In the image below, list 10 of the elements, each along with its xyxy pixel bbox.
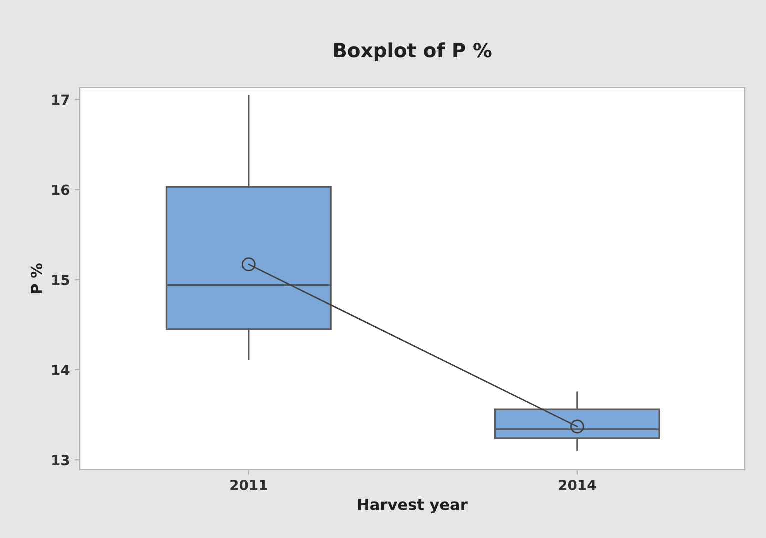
y-tick-label: 14	[52, 365, 70, 376]
chart-title: Boxplot of P %	[334, 42, 492, 62]
y-tick-label: 15	[52, 275, 70, 286]
x-axis-title: Harvest year	[358, 499, 468, 514]
y-axis-title: P %	[30, 264, 42, 294]
y-tick-label: 16	[52, 184, 70, 196]
x-tick-label: 2011	[230, 480, 268, 490]
x-tick-label: 2014	[559, 480, 596, 490]
y-tick-label: 17	[52, 94, 70, 105]
y-tick-label: 13	[52, 455, 70, 466]
